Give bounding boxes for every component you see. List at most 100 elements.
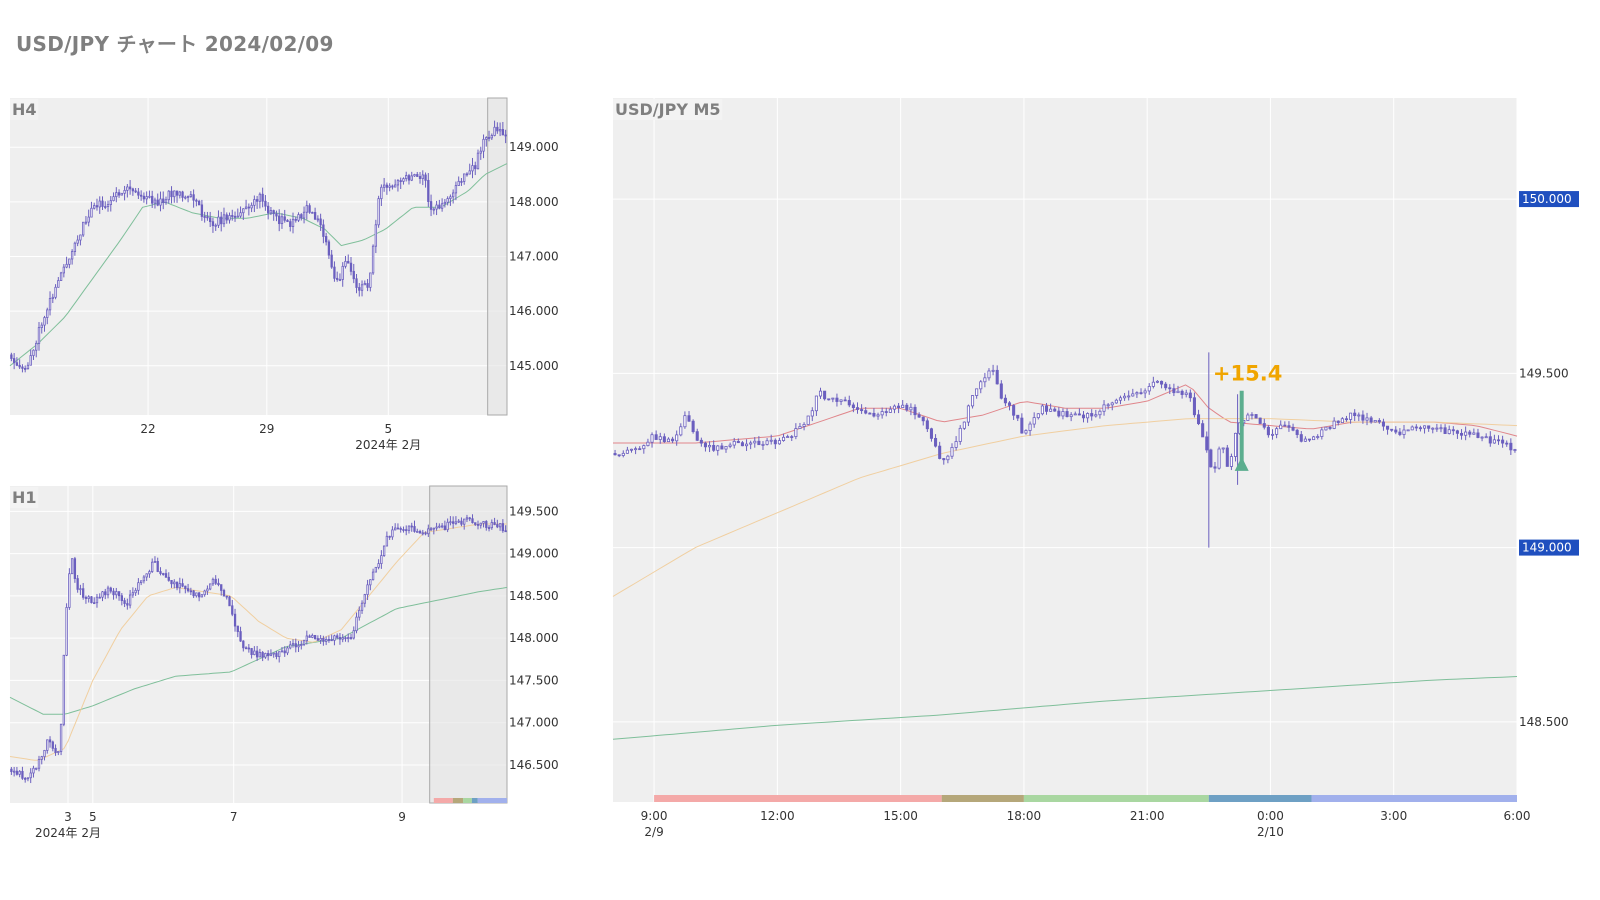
candle-body [170,579,173,585]
candle-body [675,434,679,442]
candle-body [1287,425,1291,428]
candle-body [396,180,400,186]
candle-body [1386,425,1390,430]
session-segment [654,795,942,802]
candle-body [654,434,658,440]
candle-body [1184,392,1188,395]
candle-body [98,596,101,599]
candle-body [1106,404,1110,407]
candle-body [942,458,946,461]
candle-body [418,176,422,179]
candle-body [54,747,57,753]
candle-body [451,521,455,524]
candle-body [184,585,187,589]
candle-body [294,643,297,648]
candle-body [322,638,325,642]
candle-body [93,205,96,209]
candle-body [253,199,256,206]
candle-body [666,438,671,443]
candle-body [247,647,250,650]
candle-body [1180,390,1184,395]
panel-label: H4 [12,100,37,119]
candle-body [1040,405,1044,415]
candle-body [407,175,411,181]
candle-body [471,518,474,524]
candle-body [267,205,270,214]
candle-body [410,525,413,528]
candle-body [319,638,322,641]
candle-body [186,588,190,592]
candle-body [302,211,306,219]
candle-body [286,219,289,223]
candle-body [1435,427,1439,430]
candle-body [753,440,757,444]
candle-body [446,198,449,203]
panel-label: H1 [12,488,37,507]
candle-body [341,637,344,640]
candles-group [10,514,507,784]
candle-body [291,643,295,646]
candle-body [24,368,27,370]
candle-body [128,186,132,190]
candle-body [1369,417,1373,423]
candle-body [313,212,317,220]
candle-body [244,647,248,650]
candle-body [835,397,839,402]
candle-body [68,573,71,608]
candle-body [424,532,427,535]
x-tick-label: 7 [230,810,238,824]
candle-body [699,439,703,444]
session-segment [1208,795,1312,802]
candle-body [385,535,389,547]
candle-body [671,438,675,442]
candle-body [391,185,394,188]
candle-body [222,214,226,225]
candles-group [613,352,1517,548]
candle-body [474,522,477,525]
candle-body [1468,431,1472,435]
candle-body [253,650,256,655]
candle-body [170,190,173,198]
candle-body [424,174,427,181]
candle-body [297,645,300,648]
candle-body [26,364,30,370]
candle-body [493,522,496,525]
candle-body [369,272,372,288]
candle-body [65,607,68,656]
candle-body [142,195,146,200]
candle-body [1464,431,1468,436]
candle-body [765,440,769,445]
candle-body [1114,399,1118,404]
candle-body [1225,447,1229,467]
candle-body [316,638,320,641]
candle-body [485,137,488,140]
candle-body [1307,438,1312,441]
candle-body [255,199,259,202]
candle-body [691,420,695,433]
candle-body [1143,390,1147,394]
candle-body [369,579,372,586]
candle-body [283,650,286,654]
candle-body [1049,408,1053,412]
x-tick-date-label: 2/10 [1257,825,1284,839]
candle-body [128,594,132,606]
candle-body [818,390,823,397]
candle-body [186,196,190,198]
candle-body [646,441,650,447]
candle-body [1172,388,1176,394]
candle-body [46,739,49,751]
candle-body [1361,414,1365,421]
x-tick-label: 3 [64,810,72,824]
candle-body [242,208,245,214]
candle-body [106,204,110,208]
candle-body [101,591,104,598]
candle-body [416,530,419,533]
candle-body [258,193,262,202]
candle-body [1451,429,1455,432]
y-tick-label: 148.500 [509,589,559,603]
candle-body [48,739,52,743]
candle-body [142,576,146,582]
candle-body [269,653,273,657]
candle-body [1328,426,1332,429]
candle-body [62,266,66,274]
